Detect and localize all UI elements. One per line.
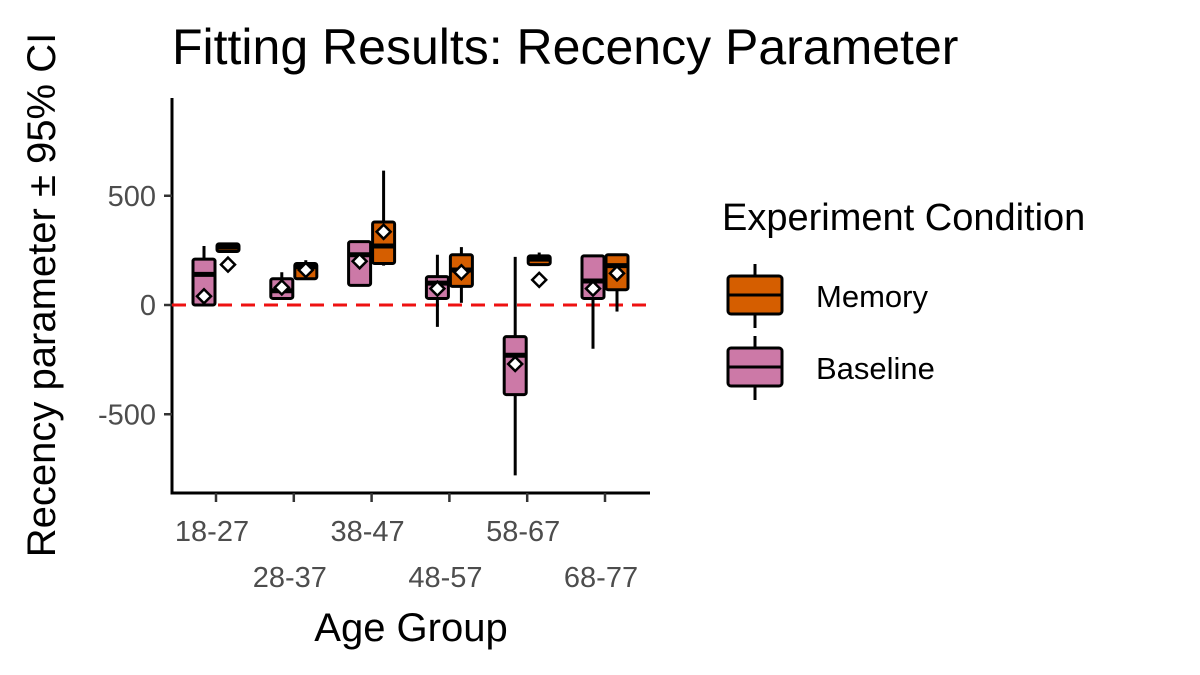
box-baseline-48-57 bbox=[424, 254, 450, 327]
box-baseline-28-37 bbox=[269, 272, 295, 300]
mean-marker bbox=[374, 223, 393, 241]
x-axis-title: Age Group bbox=[314, 606, 507, 650]
box-baseline-58-67 bbox=[502, 256, 528, 476]
box-baseline-18-27 bbox=[191, 246, 217, 307]
mean-marker bbox=[219, 255, 237, 274]
x-tick-label: 68-77 bbox=[564, 562, 638, 594]
y-tick-label: 500 bbox=[108, 181, 156, 213]
box-memory-18-27 bbox=[215, 242, 241, 274]
mean-marker bbox=[428, 279, 447, 298]
box-baseline-38-47 bbox=[347, 240, 373, 287]
x-tick-label: 28-37 bbox=[253, 562, 327, 594]
mean-marker bbox=[584, 279, 602, 298]
mean-marker bbox=[530, 271, 548, 289]
legend-label: Memory bbox=[816, 279, 928, 314]
mean-marker bbox=[195, 287, 213, 306]
box-baseline-68-77 bbox=[580, 254, 606, 349]
y-axis-title: Recency parameter ± 95% CI bbox=[20, 33, 64, 557]
legend: Experiment Condition Memory Baseline bbox=[722, 197, 1085, 400]
x-tick-label: 18-27 bbox=[175, 516, 249, 548]
mean-marker bbox=[273, 278, 291, 297]
mean-marker bbox=[297, 261, 315, 279]
y-tick-label: -500 bbox=[98, 399, 156, 431]
box-memory-28-37 bbox=[293, 260, 319, 281]
legend-label: Baseline bbox=[816, 351, 935, 386]
mean-marker bbox=[452, 263, 471, 281]
x-tick-label: 38-47 bbox=[331, 516, 405, 548]
mean-marker bbox=[506, 355, 524, 373]
y-tick-label: 0 bbox=[140, 290, 156, 322]
chart-title: Fitting Results: Recency Parameter bbox=[172, 19, 958, 75]
box-memory-68-77 bbox=[604, 253, 630, 312]
box-memory-38-47 bbox=[371, 170, 397, 266]
mean-marker bbox=[350, 252, 369, 271]
box-memory-58-67 bbox=[526, 252, 552, 289]
legend-item-baseline: Baseline bbox=[726, 336, 935, 400]
legend-title: Experiment Condition bbox=[722, 197, 1085, 239]
mean-marker bbox=[608, 264, 626, 283]
box-memory-48-57 bbox=[448, 247, 474, 303]
x-tick-label: 58-67 bbox=[486, 516, 560, 548]
x-tick-label: 48-57 bbox=[408, 562, 482, 594]
legend-item-memory: Memory bbox=[726, 264, 928, 328]
